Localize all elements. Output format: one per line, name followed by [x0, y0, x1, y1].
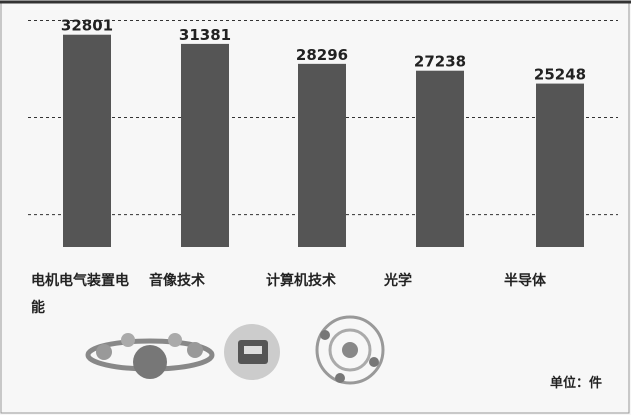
value-label: 32801: [61, 17, 113, 35]
x-tick-label: 音像技术: [149, 273, 205, 289]
value-label: 27238: [414, 53, 466, 71]
unit-label: 单位：件: [550, 376, 603, 391]
x-tick-label: 计算机技术: [266, 273, 336, 289]
bar: [416, 70, 464, 247]
value-label: 25248: [534, 66, 586, 84]
value-label: 28296: [296, 46, 348, 64]
x-tick-label: 电机电气装置电能: [31, 273, 129, 316]
icons: [85, 315, 385, 385]
value-label: 31381: [179, 26, 231, 44]
x-tick-label: 光学: [384, 273, 412, 289]
bar: [63, 34, 111, 248]
bar: [536, 83, 584, 248]
bar: [181, 43, 229, 247]
x-tick-label: 半导体: [504, 273, 546, 289]
bar: [298, 63, 346, 247]
